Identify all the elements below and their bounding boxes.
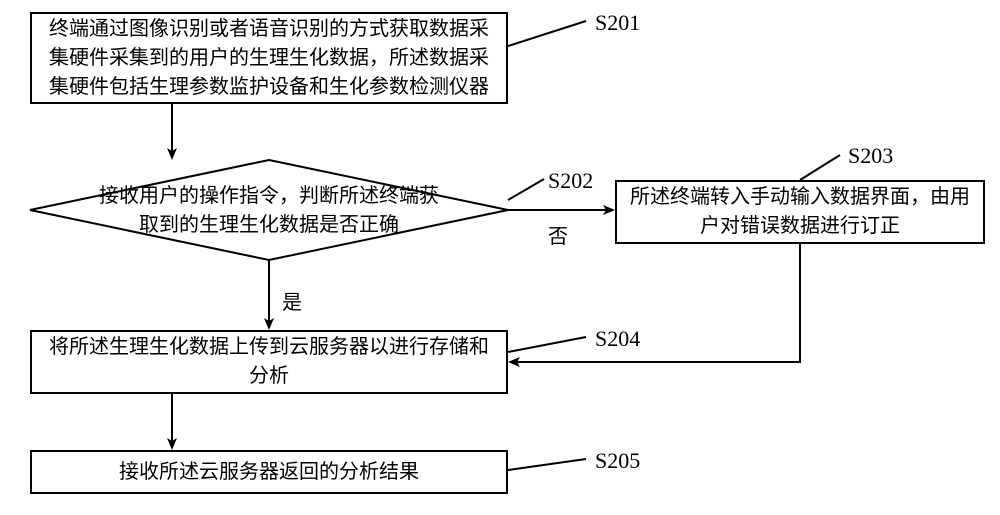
leader-s203 xyxy=(800,155,840,180)
label-s204: S204 xyxy=(595,326,640,352)
step-s205-text: 接收所述云服务器返回的分析结果 xyxy=(119,458,419,487)
label-s201: S201 xyxy=(595,10,640,36)
leader-s205 xyxy=(508,459,586,470)
branch-yes: 是 xyxy=(282,286,302,315)
step-s202-text-wrap: 接收用户的操作指令，判断所述终端获取到的生理生化数据是否正确 xyxy=(90,182,448,240)
step-s203: 所述终端转入手动输入数据界面，由用户对错误数据进行订正 xyxy=(615,180,985,244)
leader-s204 xyxy=(508,337,586,352)
label-s202: S202 xyxy=(548,168,593,194)
branch-no: 否 xyxy=(548,220,568,249)
leader-s202 xyxy=(508,179,544,200)
label-s203: S203 xyxy=(848,143,893,169)
label-s205: S205 xyxy=(595,448,640,474)
step-s205: 接收所述云服务器返回的分析结果 xyxy=(30,450,508,494)
step-s201: 终端通过图像识别或者语音识别的方式获取数据采集硬件采集到的用户的生理生化数据，所… xyxy=(30,12,508,104)
step-s204-text: 将所述生理生化数据上传到云服务器以进行存储和分析 xyxy=(42,333,496,391)
edge-s203-s204 xyxy=(510,244,800,362)
step-s204: 将所述生理生化数据上传到云服务器以进行存储和分析 xyxy=(30,330,508,394)
leader-s201 xyxy=(508,21,586,46)
step-s202-text: 接收用户的操作指令，判断所述终端获取到的生理生化数据是否正确 xyxy=(99,185,439,236)
step-s203-text: 所述终端转入手动输入数据界面，由用户对错误数据进行订正 xyxy=(627,183,973,241)
step-s201-text: 终端通过图像识别或者语音识别的方式获取数据采集硬件采集到的用户的生理生化数据，所… xyxy=(42,15,496,102)
